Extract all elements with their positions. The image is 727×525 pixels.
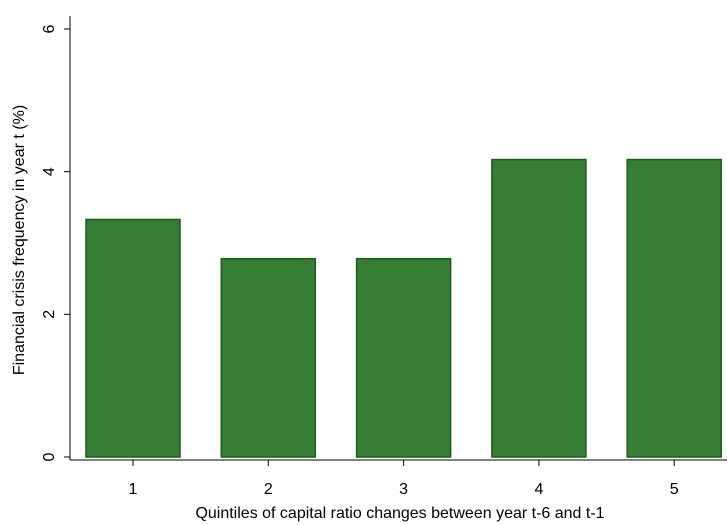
x-tick-label: 1 — [129, 481, 138, 498]
x-axis-title: Quintiles of capital ratio changes betwe… — [195, 505, 604, 522]
y-axis-title: Financial crisis frequency in year t (%) — [11, 105, 28, 375]
x-tick-label: 2 — [264, 481, 273, 498]
bar — [491, 158, 587, 458]
bar — [626, 158, 722, 458]
y-tick-label: 2 — [41, 310, 58, 319]
bar — [85, 218, 181, 458]
y-tick-label: 6 — [41, 24, 58, 33]
x-tick-label: 3 — [399, 481, 408, 498]
x-tick-label: 5 — [670, 481, 679, 498]
bar — [220, 257, 317, 458]
bar — [355, 257, 452, 458]
y-tick-label: 0 — [41, 452, 58, 461]
y-tick-label: 4 — [41, 167, 58, 176]
x-tick-label: 4 — [534, 481, 543, 498]
